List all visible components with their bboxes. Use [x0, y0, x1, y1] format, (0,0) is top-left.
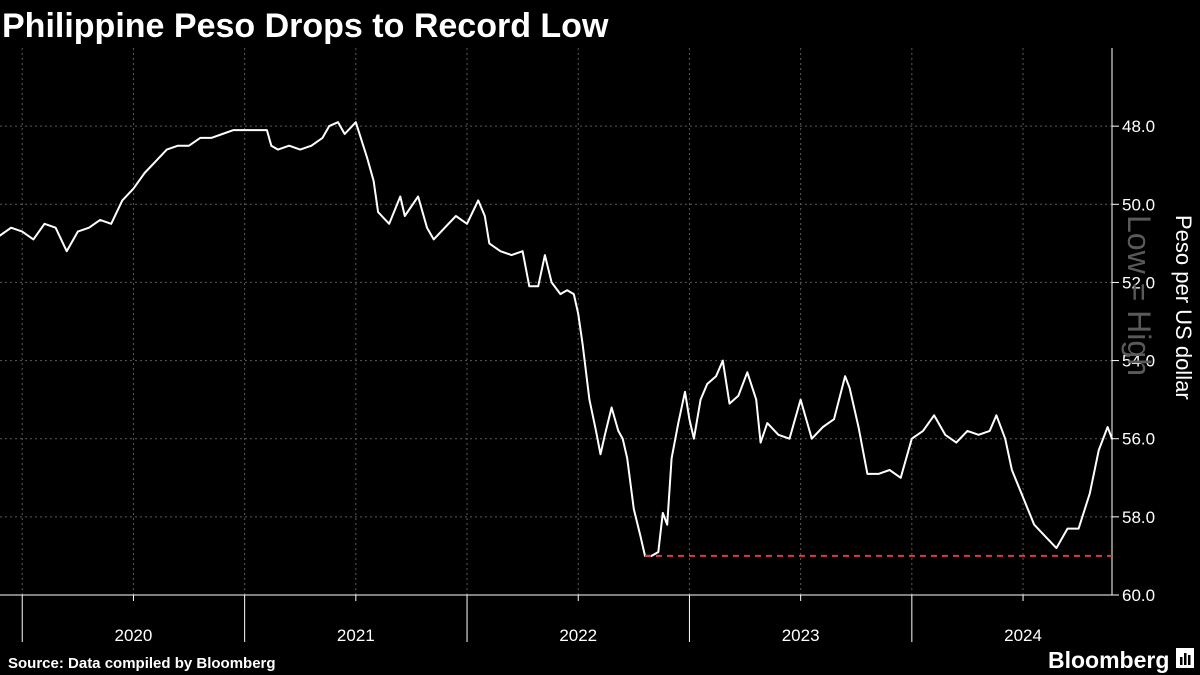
x-tick-label: 2022 [559, 626, 597, 645]
y-tick-label: 58.0 [1122, 508, 1155, 527]
x-tick-label: 2021 [337, 626, 375, 645]
y-axis-label-secondary: Low = High [1121, 215, 1157, 376]
series-line [0, 121, 1113, 557]
y-tick-label: 54.0 [1122, 352, 1155, 371]
axes: 48.0 50.0 52.0 54.0 56.0 58.0 60.0 2020 2021 2022… [0, 48, 1155, 645]
source-note: Source: Data compiled by Bloomberg [8, 655, 276, 672]
series [0, 121, 1113, 557]
y-tick-label: 50.0 [1122, 195, 1155, 214]
brand-logo: Bloomberg [1048, 647, 1169, 673]
y-tick-label: 56.0 [1122, 430, 1155, 449]
y-tick-label: 60.0 [1122, 586, 1155, 605]
bloomberg-chart-icon [1176, 648, 1194, 668]
chart-title: Philippine Peso Drops to Record Low [2, 7, 609, 45]
y-tick-label: 52.0 [1122, 273, 1155, 292]
x-tick-label: 2023 [782, 626, 820, 645]
grid [0, 48, 1112, 596]
y-tick-label: 48.0 [1122, 117, 1155, 136]
y-axis-label: Peso per US dollar [1171, 215, 1196, 400]
x-tick-label: 2024 [1004, 626, 1042, 645]
x-tick-label: 2020 [115, 626, 153, 645]
